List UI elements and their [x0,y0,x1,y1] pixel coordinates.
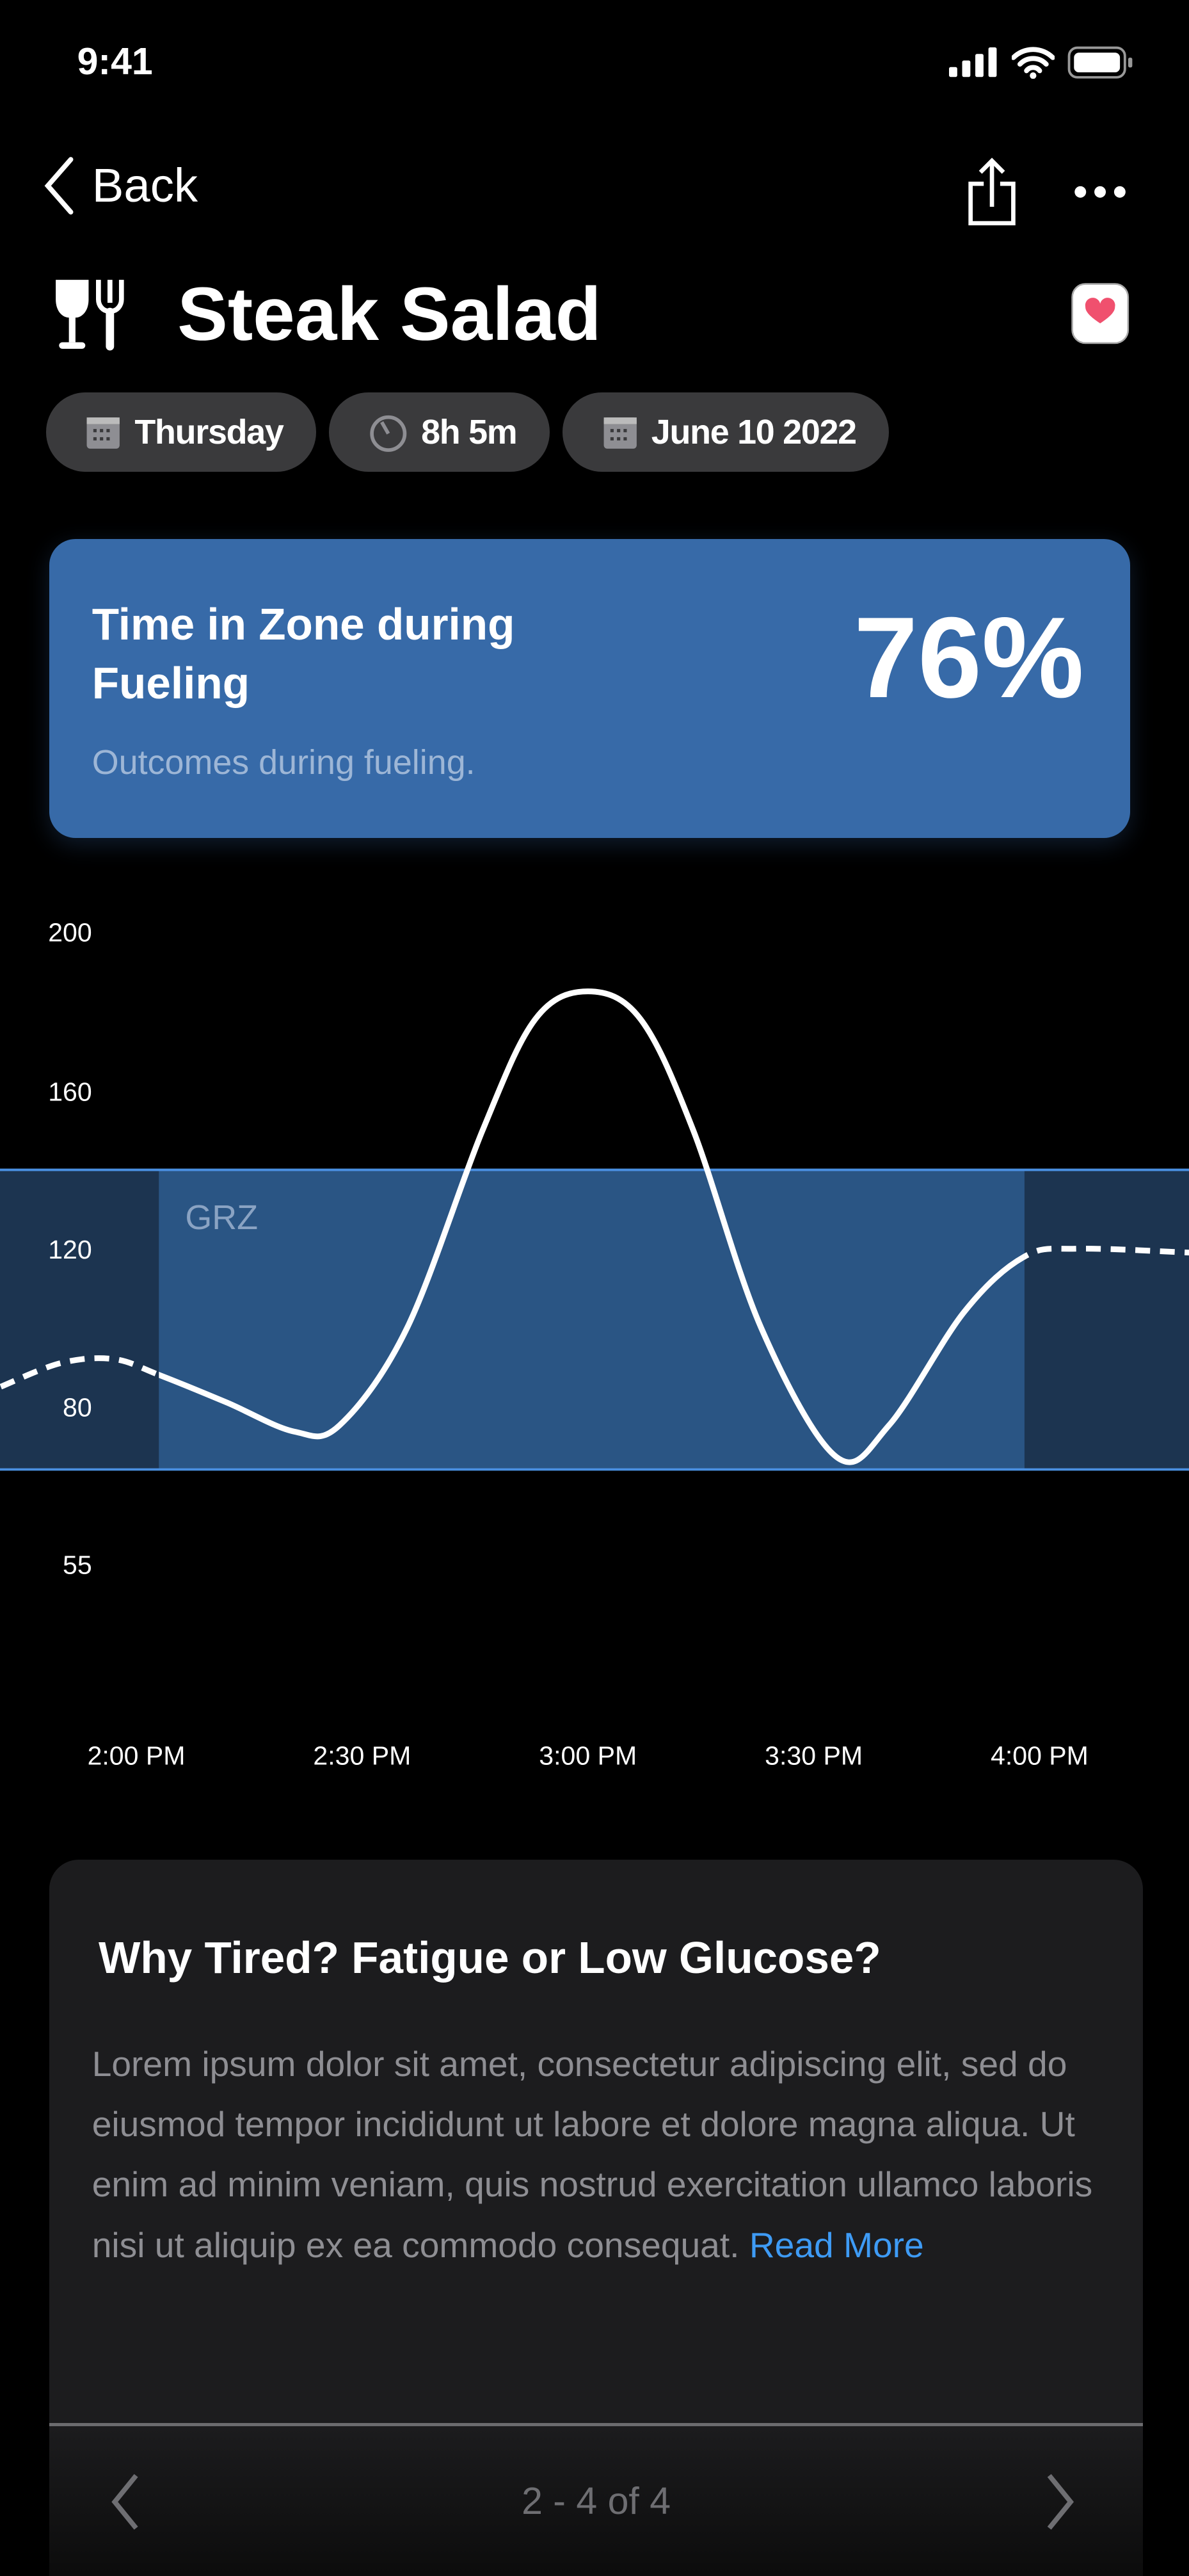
timer-icon [370,415,407,452]
insight-card: Why Tired? Fatigue or Low Glucose? Lorem… [49,1860,1144,2576]
chevron-left-icon [44,157,74,214]
status-time: 9:41 [77,40,153,83]
time-in-zone-card[interactable]: Time in Zone during Fueling Outcomes dur… [49,538,1130,838]
more-icon[interactable] [1074,184,1126,200]
x-tick-label: 3:00 PM [539,1741,637,1770]
meta-chips: Thursday 8h 5m June 10 2022 [45,392,890,472]
title-row: Steak Salad [52,271,602,358]
insight-text: Lorem ipsum dolor sit amet, consectetur … [92,2044,1093,2265]
back-label: Back [92,159,198,213]
x-tick-label: 4:00 PM [991,1741,1089,1770]
x-tick-label: 3:30 PM [765,1741,863,1770]
status-icons [949,46,1133,79]
date-chip[interactable]: June 10 2022 [563,392,890,472]
page-title: Steak Salad [177,272,602,357]
zone-percent: 76% [854,593,1084,722]
pager: 2 - 4 of 4 [49,2426,1144,2576]
insight-title: Why Tired? Fatigue or Low Glucose? [98,1932,881,1983]
zone-label: GRZ [185,1198,258,1237]
chevron-right-icon[interactable] [1044,2472,1077,2531]
back-button[interactable]: Back [43,156,198,215]
insight-body: Lorem ipsum dolor sit amet, consectetur … [92,2034,1110,2275]
chip-label: 8h 5m [421,412,518,451]
y-tick-label: 200 [48,917,92,947]
x-tick-label: 2:30 PM [313,1741,411,1770]
y-tick-label: 55 [63,1550,92,1580]
chevron-left-icon[interactable] [108,2472,141,2531]
read-more-link[interactable]: Read More [749,2225,924,2265]
share-icon[interactable] [966,157,1021,230]
pager-label: 2 - 4 of 4 [522,2479,671,2522]
calendar-icon [86,417,120,449]
chip-label: Thursday [134,412,284,451]
glucose-chart: GRZ 200 160 120 80 55 2:00 PM 2:30 PM 3:00 PM 3:3… [0,917,1189,1770]
zone-band-fueling [159,1170,1025,1470]
wifi-icon [1011,47,1055,79]
dining-icon [56,280,124,351]
divider [49,2423,1144,2427]
chip-label: June 10 2022 [651,412,857,451]
calendar-icon [603,417,637,449]
y-tick-label: 80 [63,1392,92,1422]
y-tick-label: 120 [48,1235,92,1264]
glucose-line-fueling [159,988,1025,1465]
zone-card-subtitle: Outcomes during fueling. [92,743,475,782]
y-tick-label: 160 [48,1077,92,1106]
zone-card-title: Time in Zone during Fueling [92,599,515,709]
duration-chip[interactable]: 8h 5m [329,392,550,472]
health-heart-icon[interactable] [1071,282,1129,345]
signal-icon [949,47,997,77]
battery-icon [1067,46,1133,79]
day-chip[interactable]: Thursday [45,392,316,472]
x-tick-label: 2:00 PM [88,1741,186,1770]
